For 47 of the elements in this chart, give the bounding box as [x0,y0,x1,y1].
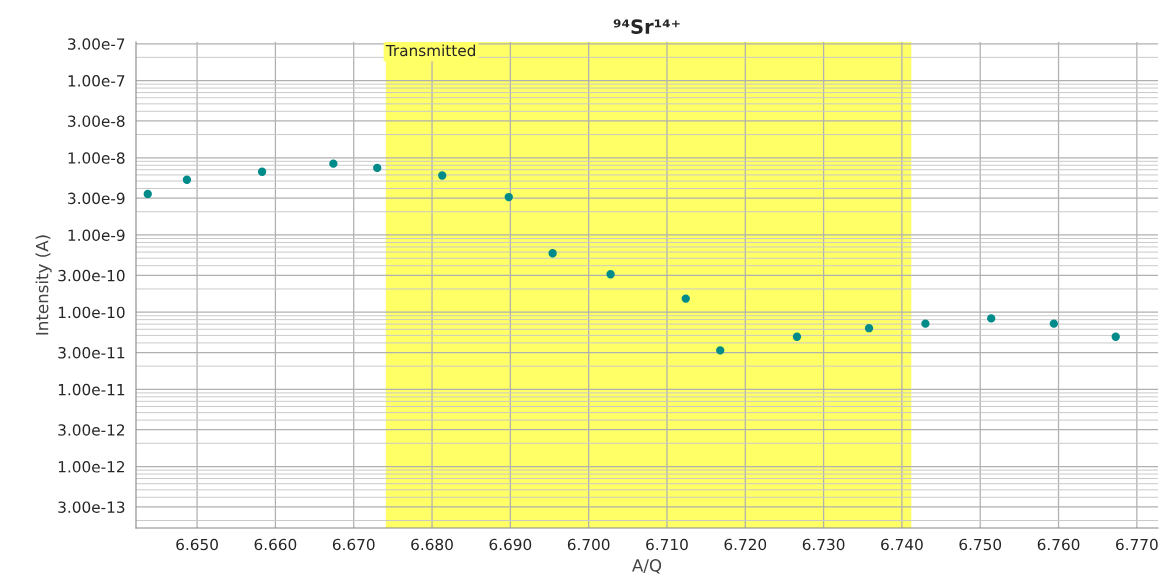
x-tick-label: 6.690 [489,538,532,551]
x-tick-label: 6.720 [724,538,767,551]
y-tick-label: 1.00e-10 [58,306,125,319]
point [438,171,447,180]
point [1111,332,1120,341]
point [329,159,338,168]
point [504,192,513,202]
x-axis-title: A/Q [632,559,662,574]
x-tick-label: 6.740 [881,538,923,551]
y-tick-label: 3.00e-9 [68,192,125,205]
point [792,332,802,341]
y-tick-label: 3.00e-8 [68,115,125,127]
x-tick-label: 6.660 [254,538,297,551]
x-tick-label: 6.650 [176,538,218,551]
band-label: Transmitted [385,44,475,57]
point [548,249,557,258]
point [864,324,874,333]
chart-title: ⁹⁴Sr¹⁴⁺ [613,19,680,34]
point [716,346,725,355]
y-tick-label: 3.00e-7 [68,38,125,50]
x-tick-label: 6.730 [802,538,845,551]
y-tick-label: 1.00e-8 [68,152,125,164]
x-tick-label: 6.700 [567,538,610,551]
point [1049,319,1059,328]
y-tick-label: 3.00e-10 [58,269,125,282]
point [143,189,152,199]
y-tick-label: 1.00e-7 [68,75,125,87]
point [681,294,690,303]
point [606,270,615,279]
y-tick-label: 1.00e-12 [58,461,125,473]
point [987,314,996,323]
x-tick-label: 6.750 [959,538,1002,551]
y-tick-label: 3.00e-12 [58,424,125,436]
x-tick-label: 6.710 [646,538,688,551]
x-tick-label: 6.680 [411,538,453,551]
x-tick-label: 6.760 [1037,538,1080,551]
x-tick-label: 6.770 [1116,538,1158,551]
y-tick-label: 1.00e-9 [68,229,125,241]
point [257,167,267,176]
point [373,163,382,173]
point [182,175,192,184]
x-tick-label: 6.670 [332,538,375,551]
y-tick-label: 3.00e-13 [58,501,125,513]
y-tick-label: 1.00e-11 [58,383,125,396]
y-tick-label: 3.00e-11 [58,347,125,359]
y-axis-title: Intensity (A) [35,235,52,335]
point [921,319,930,328]
